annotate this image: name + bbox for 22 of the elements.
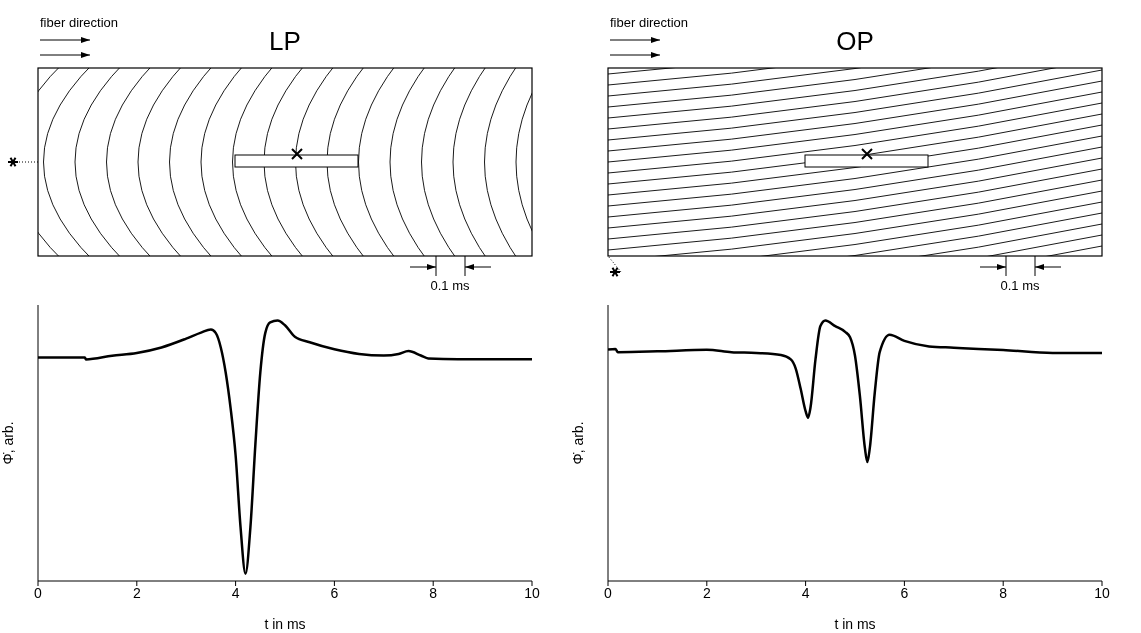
- x-tick-label: 10: [524, 584, 540, 601]
- x-tick-label: 6: [330, 584, 339, 601]
- x-tick-label: 8: [429, 584, 438, 601]
- x-tick-label: 4: [231, 584, 240, 601]
- y-axis-title: Φ̇, arb.: [569, 421, 586, 465]
- x-tick-label: 10: [1094, 584, 1110, 601]
- x-tick-label: 8: [999, 584, 1008, 601]
- x-axis-title: t in ms: [264, 616, 306, 632]
- text: fiber direction: [40, 15, 119, 30]
- x-tick-label: 0: [604, 584, 613, 601]
- x-tick-label: 2: [702, 584, 711, 601]
- chart-title: LP: [269, 26, 301, 56]
- x-tick-label: 6: [900, 584, 909, 601]
- y-axis-title: Φ̇, arb.: [0, 421, 16, 465]
- text: fiber direction: [610, 15, 689, 30]
- x-tick-label: 0: [34, 584, 43, 601]
- x-tick-label: 4: [801, 584, 810, 601]
- text: 0.1 ms: [430, 278, 470, 293]
- x-tick-label: 2: [132, 584, 141, 601]
- chart-title: OP: [836, 26, 874, 56]
- x-axis-title: t in ms: [834, 616, 876, 632]
- text: 0.1 ms: [1000, 278, 1040, 293]
